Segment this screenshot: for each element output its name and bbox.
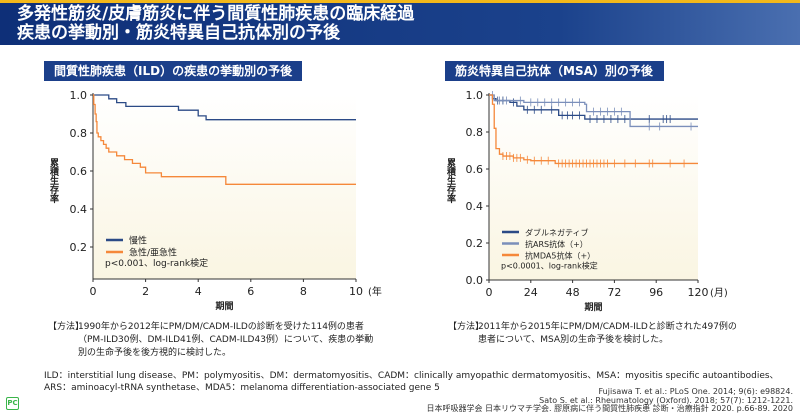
page-title-line2: 疾患の挙動別・筋炎特異自己抗体別の予後 <box>17 23 340 43</box>
y-tick-label: 0.6 <box>70 165 88 178</box>
y-tick-label: 0.4 <box>466 200 484 213</box>
reference: Fujisawa T. et al.: PLoS One. 2014; 9(6)… <box>598 387 793 396</box>
survival-curve-1 <box>489 94 698 128</box>
left-methods-line: 1990年から2012年にPM/DM/CADM-ILDの診断を受けた114例の患… <box>78 322 364 332</box>
abbreviation-line: ILD：interstitial lung disease、PM：polymyo… <box>44 371 779 381</box>
x-tick-label: 96 <box>649 286 663 299</box>
x-unit-label: (年 <box>368 285 382 298</box>
left-chart-title: 間質性肺疾患（ILD）の疾患の挙動別の予後 <box>44 61 302 81</box>
right-methods-line: 患者について、MSA別の生命予後を検討した。 <box>478 335 669 345</box>
y-tick-label: 0.0 <box>466 274 484 287</box>
right-methods-label: 【方法】 <box>448 322 485 332</box>
abbreviation-line: ARS：aminoacyl-tRNA synthetase、MDA5：melan… <box>44 383 440 393</box>
left-methods: 【方法】 1990年から2012年にPM/DM/CADM-ILDの診断を受けた1… <box>48 321 388 360</box>
y-tick-label: 0.6 <box>466 163 484 176</box>
y-tick-label: 0.2 <box>466 237 484 250</box>
references: Fujisawa T. et al.: PLoS One. 2014; 9(6)… <box>426 387 793 414</box>
p-value-annotation: p<0.001、log-rank検定 <box>105 257 208 269</box>
ild-course-survival-chart: 0.2 0.4 0.6 0.8 1.0 0 2 4 6 8 10 (年期間 累積生存率慢性急性/亜急性p… <box>48 89 382 312</box>
x-tick-label: 2 <box>142 285 149 298</box>
legend-label: 抗MDA5抗体（+） <box>525 251 595 261</box>
x-axis-label: 期間 <box>215 300 233 312</box>
x-tick-label: 48 <box>566 286 580 299</box>
reference: 日本呼吸器学会 日本リウマチ学会. 膠原病に伴う間質性肺疾患 診断・治療指針 2… <box>426 404 793 413</box>
y-axis-label: 累積生存率 <box>445 157 457 204</box>
y-tick-label: 0.4 <box>70 203 88 216</box>
y-tick-label: 1.0 <box>70 89 88 102</box>
y-tick-label: 0.8 <box>70 127 88 140</box>
y-tick-label: 0.2 <box>70 241 88 254</box>
x-tick-label: 120 <box>688 286 709 299</box>
plot-area <box>93 95 356 279</box>
x-axis-label: 期間 <box>584 301 602 313</box>
left-methods-label: 【方法】 <box>48 322 85 332</box>
x-tick-label: 24 <box>524 286 538 299</box>
x-tick-label: 8 <box>300 285 307 298</box>
y-axis-label: 累積生存率 <box>48 157 60 204</box>
right-methods: 【方法】 2011年から2015年にPM/DM/CADM-ILDと診断された49… <box>448 321 788 347</box>
x-unit-label: (月) <box>710 287 728 299</box>
left-methods-line: （PM-ILD30例、DM-ILD41例、CADM-ILD43例）について、疾患… <box>78 335 374 345</box>
x-tick-label: 4 <box>195 285 202 298</box>
page-title-line1: 多発性筋炎/皮膚筋炎に伴う間質性肺疾患の臨床経過 <box>17 4 415 24</box>
header-banner: 多発性筋炎/皮膚筋炎に伴う間質性肺疾患の臨床経過 疾患の挙動別・筋炎特異自己抗体… <box>0 0 800 45</box>
x-tick-label: 72 <box>607 286 621 299</box>
x-tick-label: 10 <box>349 285 363 298</box>
survival-curve-0 <box>93 94 356 121</box>
abbreviations: ILD：interstitial lung disease、PM：polymyo… <box>44 370 779 394</box>
reference: Sato S. et al.: Rheumatology (Oxford). 2… <box>539 395 793 405</box>
survival-curve-1 <box>93 94 356 185</box>
right-methods-line: 2011年から2015年にPM/DM/CADM-ILDと診断された497例の <box>478 322 737 332</box>
msa-survival-chart: 0.0 0.2 0.4 0.6 0.8 1.0 0 24 48 72 96 120 (月) 期間 累積生存率… <box>445 89 728 313</box>
legend-label: ダブルネガティブ <box>525 228 589 238</box>
left-methods-line: 別の生命予後を後方視的に検討した。 <box>78 348 232 358</box>
x-tick-label: 6 <box>247 285 254 298</box>
right-chart-title: 筋炎特異自己抗体（MSA）別の予後 <box>445 61 664 81</box>
legend-label: 抗ARS抗体（+） <box>525 239 588 249</box>
y-tick-label: 1.0 <box>466 89 484 102</box>
legend-label: 慢性 <box>129 235 147 247</box>
y-tick-label: 0.8 <box>466 126 484 139</box>
pc-logo: PC <box>6 397 19 410</box>
x-tick-label: 0 <box>486 286 493 299</box>
p-value-annotation: p<0.0001、log-rank検定 <box>501 261 598 271</box>
legend-label: 急性/亜急性 <box>129 247 177 259</box>
x-tick-label: 0 <box>90 285 97 298</box>
